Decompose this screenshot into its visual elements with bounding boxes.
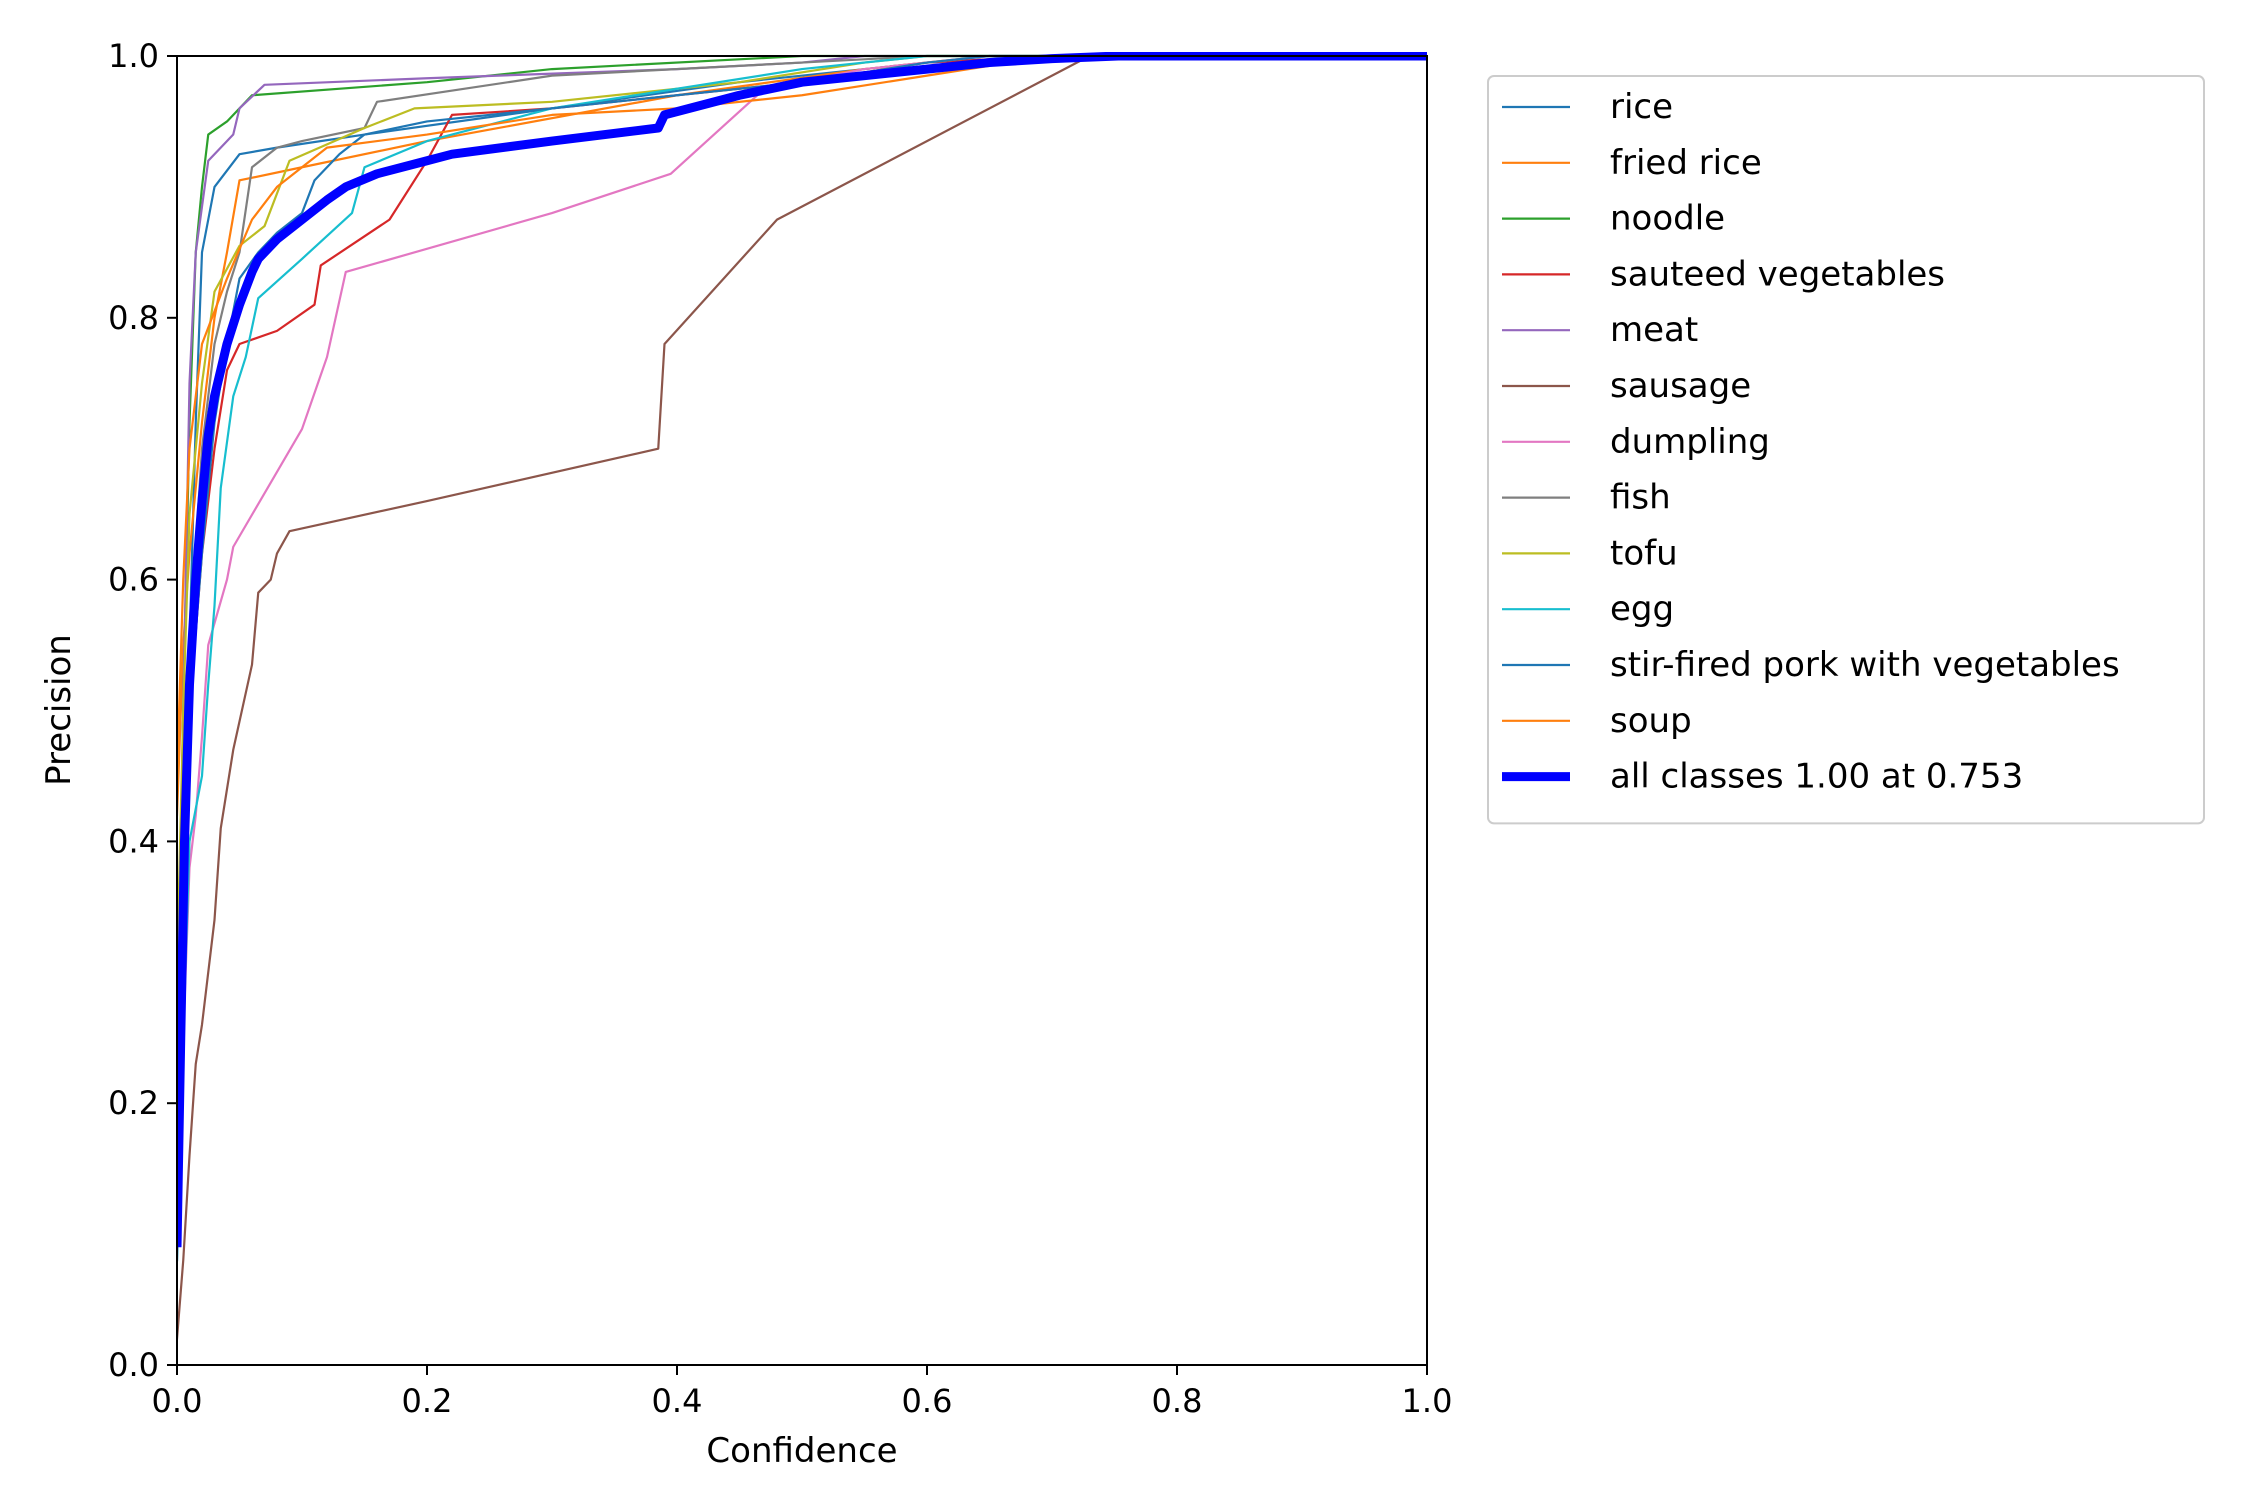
x-tick-label: 0.8	[1152, 1382, 1203, 1420]
legend: rice fried rice noodle sauteed vegetables me…	[1487, 75, 2205, 825]
legend-label-4: meat	[1610, 310, 1698, 350]
series-line-8	[177, 54, 1427, 974]
series-line-11	[177, 54, 1427, 778]
x-tick-label: 1.0	[1402, 1382, 1453, 1420]
series-line-9	[177, 54, 1427, 1262]
legend-label-5: sausage	[1610, 366, 1751, 406]
y-tick-label: 0.0	[108, 1346, 159, 1384]
x-axis-label: Confidence	[706, 1431, 897, 1471]
y-axis-label: Precision	[39, 634, 79, 786]
series-line-2	[177, 54, 1427, 1105]
series-line-4	[177, 54, 1427, 1039]
axes-frame	[176, 55, 1428, 1366]
series-line-0	[177, 54, 1427, 1236]
y-tick-label: 0.2	[108, 1084, 159, 1122]
legend-label-6: dumpling	[1610, 422, 1770, 462]
legend-label-1: fried rice	[1610, 143, 1762, 183]
legend-label-8: tofu	[1610, 533, 1678, 573]
series-line-12	[177, 52, 1427, 1248]
legend-label-12: all classes 1.00 at 0.753	[1610, 757, 2023, 797]
series-line-7	[177, 54, 1427, 1170]
series-line-5	[177, 54, 1427, 1341]
y-tick-label: 1.0	[108, 37, 159, 75]
legend-label-3: sauteed vegetables	[1610, 254, 1945, 294]
legend-label-2: noodle	[1610, 199, 1725, 239]
x-tick-label: 0.2	[402, 1382, 453, 1420]
x-tick-label: 0.6	[902, 1382, 953, 1420]
legend-label-9: egg	[1610, 589, 1674, 629]
series-line-3	[177, 54, 1427, 1236]
y-tick-label: 0.6	[108, 561, 159, 599]
plot-area	[177, 52, 1427, 1341]
legend-label-0: rice	[1610, 87, 1673, 127]
series-line-6	[177, 54, 1427, 1236]
legend-label-11: soup	[1610, 701, 1692, 741]
x-tick-label: 0.4	[652, 1382, 703, 1420]
x-tick-label: 0.0	[152, 1382, 203, 1420]
legend-label-7: fish	[1610, 478, 1671, 518]
y-tick-label: 0.4	[108, 822, 159, 860]
legend-label-10: stir-fired pork with vegetables	[1610, 645, 2120, 685]
axes: 0.0 0.2 0.4 0.6 0.8 1.0 0.0 0.2 0.4 0.6 0.8 1.0	[108, 37, 1452, 1420]
y-tick-label: 0.8	[108, 299, 159, 337]
legend-box	[1487, 75, 2205, 825]
series-lines	[177, 52, 1427, 1341]
